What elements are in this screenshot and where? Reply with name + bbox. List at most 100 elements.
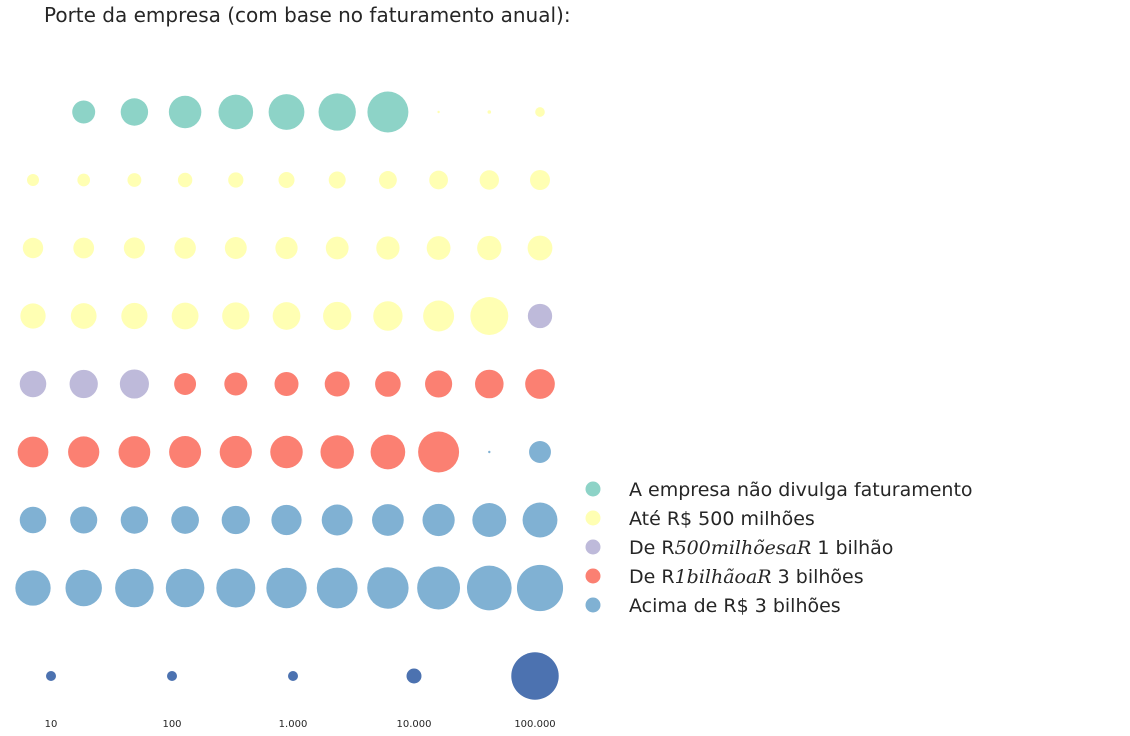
- bubble-r3-c2: [121, 302, 148, 330]
- legend-marker-500_1b: [585, 539, 601, 555]
- bubble-r6-c2: [120, 506, 149, 534]
- bubble-r3-c9: [470, 297, 509, 335]
- legend-marker-ate500: [585, 510, 601, 526]
- bubble-r2-c0: [22, 237, 44, 259]
- bubble-r7-c7: [367, 567, 409, 609]
- bubble-r1-c4: [228, 172, 244, 188]
- legend-label-ate500: Até R$ 500 milhões: [629, 508, 815, 530]
- bubble-grid: [15, 91, 564, 612]
- bubble-r2-c6: [325, 236, 349, 260]
- bubble-r6-c5: [271, 504, 302, 536]
- bubble-r1-c0: [27, 174, 39, 186]
- bubble-r0-c10: [535, 107, 545, 117]
- bubble-r5-c10: [529, 441, 551, 463]
- legend-marker-1b_3b: [585, 568, 601, 584]
- bubble-r3-c1: [70, 303, 97, 329]
- bubble-r6-c9: [472, 503, 507, 537]
- legend-label-500_1b: De R500milhõesaR 1 bilhão: [629, 537, 893, 559]
- size-legend-bubble-1: [167, 671, 177, 681]
- bubble-r3-c5: [272, 302, 301, 330]
- bubble-r4-c2: [119, 369, 149, 399]
- bubble-r5-c5: [270, 435, 303, 469]
- bubble-r5-c9: [488, 450, 491, 454]
- bubble-r6-c0: [19, 506, 47, 534]
- bubble-r1-c6: [328, 171, 346, 189]
- bubble-r7-c0: [15, 570, 51, 606]
- size-legend-label-3: 10.000: [397, 719, 432, 730]
- size-legend: 10 100 1.000 10.000 100.000: [45, 652, 559, 730]
- bubble-r5-c4: [219, 435, 252, 469]
- bubble-r5-c1: [68, 436, 100, 468]
- bubble-r4-c1: [69, 369, 98, 399]
- size-legend-label-1: 100: [162, 719, 181, 730]
- bubble-r1-c7: [378, 171, 397, 189]
- bubble-r6-c10: [522, 502, 558, 538]
- bubble-r5-c2: [118, 436, 151, 468]
- bubble-r1-c1: [77, 173, 91, 187]
- bubble-r1-c9: [479, 170, 499, 190]
- bubble-r5-c6: [320, 435, 354, 469]
- bubble-r7-c8: [417, 566, 461, 610]
- bubble-r6-c7: [372, 504, 404, 536]
- bubble-r5-c3: [169, 436, 202, 468]
- bubble-r4-c7: [375, 371, 401, 397]
- bubble-r1-c2: [127, 173, 142, 187]
- bubble-r7-c3: [165, 568, 205, 608]
- bubble-r2-c7: [376, 236, 400, 260]
- bubble-r5-c7: [370, 434, 406, 470]
- size-legend-bubble-0: [46, 671, 56, 681]
- bubble-r7-c6: [316, 567, 358, 609]
- bubble-r7-c2: [115, 568, 154, 608]
- size-legend-label-2: 1.000: [279, 719, 308, 730]
- bubble-r5-c0: [17, 436, 49, 468]
- bubble-r1-c10: [530, 170, 550, 190]
- bubble-r4-c9: [475, 369, 504, 399]
- bubble-r4-c4: [224, 372, 248, 396]
- legend-label-1b_3b: De R1bilhãoaR 3 bilhões: [629, 566, 864, 588]
- bubble-r3-c10: [527, 303, 553, 329]
- bubble-r1-c5: [278, 172, 295, 188]
- legend-marker-acima3: [585, 597, 601, 613]
- size-legend-label-0: 10: [45, 719, 58, 730]
- bubble-r0-c1: [72, 100, 96, 124]
- bubble-r4-c0: [19, 370, 47, 398]
- bubble-r7-c9: [466, 565, 512, 611]
- bubble-r2-c10: [527, 235, 553, 261]
- bubble-r0-c2: [120, 98, 149, 126]
- bubble-r2-c4: [224, 237, 247, 259]
- bubble-r0-c4: [218, 94, 254, 130]
- bubble-r0-c5: [268, 94, 305, 130]
- bubble-r7-c10: [516, 564, 564, 612]
- bubble-r3-c0: [20, 303, 46, 329]
- bubble-r4-c8: [425, 370, 453, 398]
- bubble-r5-c8: [418, 431, 460, 473]
- bubble-r4-c10: [525, 369, 555, 399]
- bubble-r7-c1: [65, 569, 102, 607]
- bubble-r6-c6: [321, 504, 353, 536]
- bubble-r2-c3: [174, 237, 196, 259]
- size-legend-bubble-2: [288, 671, 298, 681]
- bubble-r6-c3: [171, 506, 199, 534]
- bubble-r7-c5: [266, 567, 307, 609]
- bubble-r0-c9: [487, 110, 492, 114]
- bubble-r4-c6: [324, 371, 350, 397]
- legend-marker-nd: [585, 481, 601, 497]
- bubble-r3-c7: [373, 301, 403, 331]
- bubble-r0-c8: [437, 110, 440, 114]
- bubble-r4-c3: [174, 373, 197, 395]
- legend-label-acima3: Acima de R$ 3 bilhões: [629, 595, 841, 617]
- color-legend: A empresa não divulga faturamento Até R$ …: [585, 479, 973, 617]
- bubble-r3-c3: [171, 302, 199, 330]
- bubble-r4-c5: [274, 372, 299, 396]
- bubble-r2-c2: [123, 237, 145, 259]
- bubble-r1-c3: [177, 172, 193, 188]
- size-legend-bubble-3: [406, 668, 422, 684]
- size-legend-label-4: 100.000: [514, 719, 555, 730]
- size-legend-bubble-4: [511, 652, 559, 700]
- bubble-r2-c1: [73, 237, 95, 259]
- bubble-r0-c7: [367, 91, 409, 133]
- chart-title: Porte da empresa (com base no faturament…: [44, 3, 571, 27]
- bubble-r6-c4: [221, 505, 250, 535]
- bubble-r7-c4: [216, 568, 256, 608]
